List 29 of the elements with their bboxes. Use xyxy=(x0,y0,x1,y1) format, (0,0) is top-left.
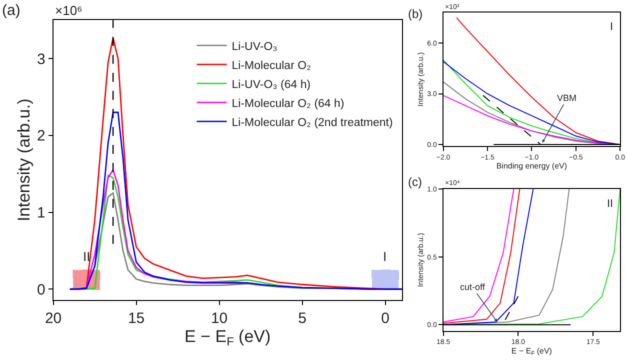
x-axis-title: E − E$_{F}$ (eV) xyxy=(511,346,552,358)
y-tick-label: 0 xyxy=(36,281,46,298)
annotation: II xyxy=(607,198,614,210)
annotation: cut-off xyxy=(460,282,486,292)
legend-label: Li-UV-O₃ xyxy=(232,40,278,53)
legend-label: Li-Molecular O₂ xyxy=(232,60,312,72)
x-tick-label: 20 xyxy=(44,310,62,327)
x-tick-label: 15 xyxy=(128,310,145,327)
annotation: VBM xyxy=(557,93,577,103)
text: ×10⁶ xyxy=(55,3,82,18)
x-tick-label: 0 xyxy=(381,310,390,327)
annotation: I xyxy=(610,21,614,33)
legend-label: Li-Molecular O₂ (2nd treatment) xyxy=(232,116,393,129)
y-tick-label: 1 xyxy=(36,204,46,222)
line-series xyxy=(69,112,402,290)
y-tick-label: 3 xyxy=(36,50,46,68)
x-axis-title: E − E$_{F}$ (eV) xyxy=(184,326,271,348)
legend-label: Li-Molecular O₂ (64 h) xyxy=(232,98,344,110)
x-tick-label: 10 xyxy=(210,310,228,327)
y-axis-title: Intensity (arb.u.) xyxy=(14,98,34,222)
chart-title: (c) xyxy=(408,175,422,189)
band-label: II xyxy=(83,249,90,264)
legend-label: Li-UV-O₃ (64 h) xyxy=(232,78,311,91)
x-tick-label: 5 xyxy=(298,310,306,327)
band-label: I xyxy=(383,249,387,264)
x-axis-title: Binding energy (eV) xyxy=(496,162,568,171)
y-tick-label: 2 xyxy=(36,128,46,145)
chart-title: (b) xyxy=(408,7,423,21)
chart-title: (a) xyxy=(2,2,20,19)
